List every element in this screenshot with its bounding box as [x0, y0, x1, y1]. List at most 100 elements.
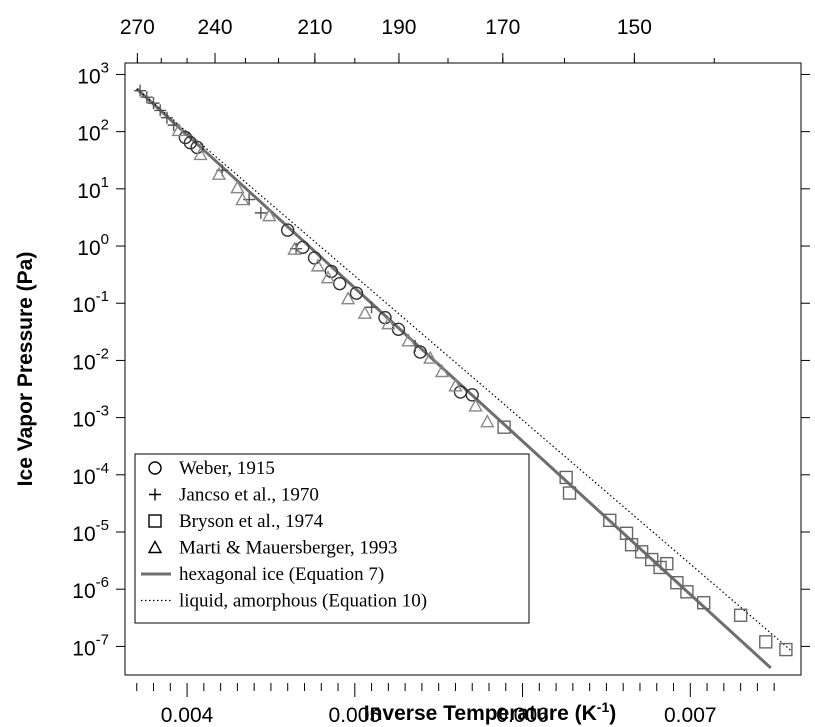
data-point: [357, 305, 373, 319]
y-axis-title: Ice Vapor Pressure (Pa): [14, 252, 37, 487]
y-tick-label: 10-7: [72, 631, 109, 660]
y-tick-label: 10-1: [72, 288, 109, 317]
y-tick-base: 10: [72, 580, 95, 603]
y-tick-base: 10: [77, 180, 100, 203]
y-tick-base: 10: [77, 123, 100, 146]
top-tick-label: 240: [197, 16, 232, 39]
y-tick-base: 10: [72, 294, 95, 317]
data-point: [333, 276, 347, 291]
data-point: [254, 206, 267, 219]
data-point: [281, 223, 295, 237]
y-tick-base: 10: [72, 637, 95, 660]
y-tick-exp: 1: [101, 174, 109, 191]
top-tick-label: 270: [120, 16, 155, 39]
data-point: [183, 136, 198, 150]
data-point: [680, 585, 694, 599]
data-point: [624, 537, 639, 552]
data-point: [497, 420, 511, 434]
legend-marker-swatch: [149, 488, 161, 501]
data-point: [562, 486, 577, 500]
y-tick-base: 10: [72, 466, 95, 489]
y-tick-label: 100: [77, 231, 109, 260]
legend-label: Bryson et al., 1974: [179, 511, 324, 532]
legend-box: [134, 453, 530, 624]
y-tick-exp: 3: [101, 59, 109, 76]
y-tick-base: 10: [77, 237, 100, 260]
data-point: [287, 241, 302, 255]
y-tick-base: 10: [77, 65, 100, 88]
y-tick-base: 10: [72, 523, 95, 546]
data-point: [320, 270, 336, 284]
y-tick-base: 10: [72, 409, 95, 432]
data-point: [697, 596, 711, 610]
y-tick-exp: 0: [101, 231, 109, 248]
y-tick-exp: -6: [96, 574, 109, 591]
data-point: [468, 398, 483, 412]
data-point: [660, 556, 674, 571]
legend-label: Marti & Mauersberger, 1993: [179, 538, 397, 559]
data-point: [134, 84, 147, 97]
y-tick-exp: -3: [96, 403, 109, 420]
data-point: [171, 122, 186, 137]
top-tick-label: 150: [617, 16, 652, 39]
y-tick-exp: -1: [96, 288, 109, 305]
x-axis: 0.004 0.005 0.006 0.007: [136, 683, 775, 727]
data-point: [759, 635, 773, 649]
legend: Weber, 1915 Jancso et al., 1970 Bryson et …: [134, 453, 530, 624]
y-tick-label: 10-3: [72, 403, 109, 432]
y-tick-exp: 2: [101, 117, 109, 134]
x-tick-label: 0.006: [496, 704, 549, 727]
y-tick-label: 103: [77, 59, 109, 88]
data-point: [465, 388, 479, 402]
data-point: [381, 316, 396, 330]
y-tick-exp: -2: [96, 345, 109, 362]
series-points: [134, 84, 793, 657]
data-point: [140, 91, 153, 104]
data-point: [779, 642, 793, 657]
data-point: [307, 251, 322, 265]
x-axis-title-close: ): [609, 702, 616, 725]
y-tick-label: 101: [77, 174, 109, 203]
data-point: [653, 560, 667, 575]
y-tick-label: 10-6: [72, 574, 109, 603]
data-point: [310, 258, 326, 272]
data-point: [423, 350, 438, 364]
legend-marker-swatch: [147, 540, 163, 554]
y-tick-exp: -7: [96, 631, 109, 648]
x-axis-title: Inverse Temperature (K-1): [364, 699, 616, 725]
y-tick-label: 10-5: [72, 517, 109, 546]
top-tick-label: 190: [381, 16, 416, 39]
data-point: [634, 545, 649, 559]
data-point: [211, 166, 227, 180]
data-point: [147, 97, 160, 110]
data-point: [262, 208, 277, 222]
data-point: [670, 575, 684, 590]
series-line-4: [135, 87, 772, 670]
data-point: [559, 470, 573, 485]
data-point: [235, 192, 250, 206]
data-point: [193, 146, 208, 161]
y-tick-exp: -5: [96, 517, 109, 534]
top-tick-label: 170: [485, 16, 520, 39]
y-tick-label: 10-2: [72, 345, 109, 374]
x-axis-title-sup: -1: [597, 699, 610, 715]
legend-label: Weber, 1915: [179, 458, 275, 479]
data-point: [160, 111, 173, 124]
data-point: [603, 513, 617, 528]
series-lines: [135, 87, 792, 670]
data-point: [365, 301, 378, 314]
x-axis-title-main: Inverse Temperature (K: [364, 702, 597, 725]
data-point: [349, 286, 364, 300]
data-point: [448, 378, 463, 392]
data-point: [340, 291, 356, 305]
y-tick-label: 102: [77, 117, 109, 146]
x-tick-label: 0.005: [329, 704, 382, 727]
data-point: [230, 180, 245, 194]
y-tick-label: 10-4: [72, 460, 109, 489]
data-point: [154, 104, 167, 117]
legend-marker-swatch: [148, 461, 162, 475]
data-point: [733, 608, 748, 622]
x-tick-label: 0.004: [161, 704, 214, 727]
legend-label: liquid, amorphous (Equation 10): [179, 591, 427, 612]
